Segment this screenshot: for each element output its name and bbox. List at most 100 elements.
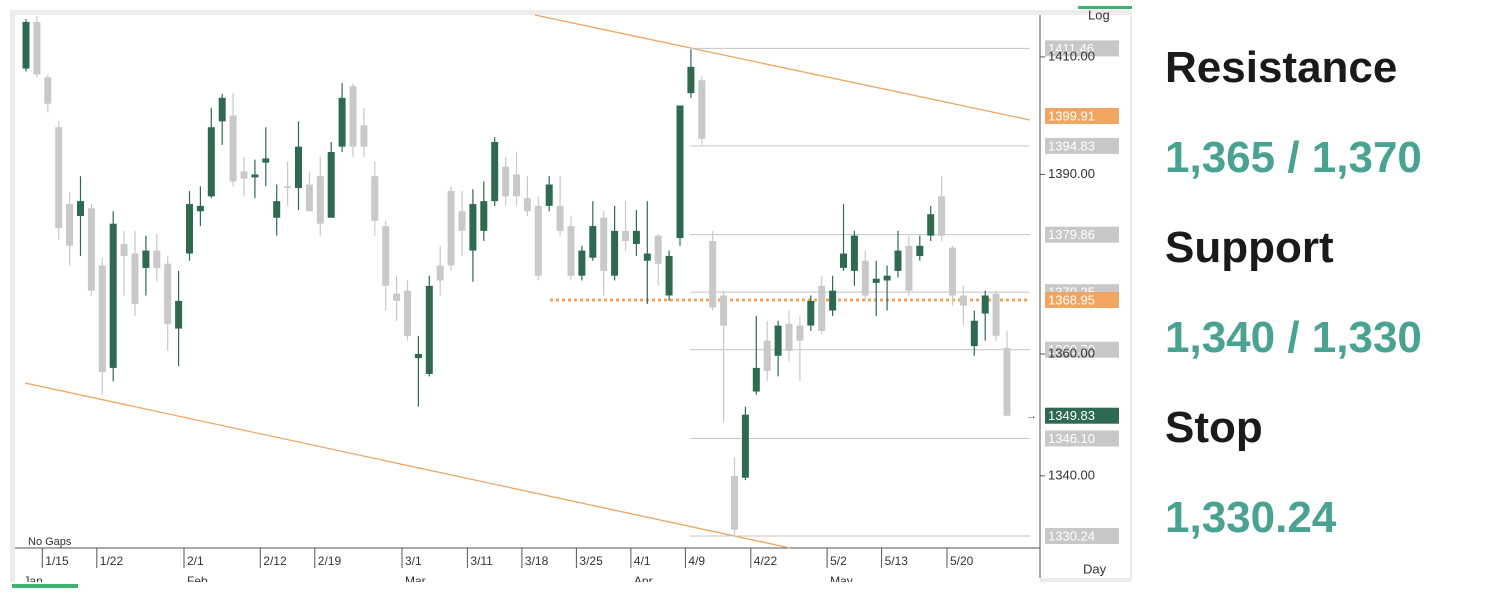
panel-value: 1,365 / 1,370 bbox=[1165, 133, 1422, 182]
level-tag-label: 1394.83 bbox=[1048, 138, 1095, 153]
candle-body bbox=[981, 295, 989, 314]
x-tick-label: 2/12 bbox=[263, 554, 287, 568]
level-tag bbox=[1045, 341, 1119, 358]
candle-body bbox=[284, 186, 292, 189]
x-axis-title: Day bbox=[1083, 561, 1107, 576]
candle-body bbox=[872, 278, 880, 283]
candle-body bbox=[687, 66, 695, 94]
candle-body bbox=[33, 21, 41, 75]
candle-body bbox=[829, 290, 837, 311]
candle-body bbox=[327, 151, 335, 218]
x-tick-label: 5/13 bbox=[885, 554, 909, 568]
level-tag bbox=[1045, 430, 1119, 447]
candle-body bbox=[87, 208, 95, 291]
level-tag-label: 1349.83 bbox=[1048, 408, 1095, 423]
candle-body bbox=[741, 414, 749, 478]
panel-heading: Resistance bbox=[1165, 43, 1398, 92]
candle-body bbox=[55, 127, 63, 228]
level-tag-label: 1330.24 bbox=[1048, 528, 1095, 543]
price-arrow: → bbox=[1026, 410, 1037, 422]
candle-body bbox=[295, 146, 302, 189]
candle-body bbox=[458, 211, 466, 231]
level-tag bbox=[1045, 291, 1119, 308]
candle-body bbox=[109, 223, 117, 368]
x-tick-label: 4/22 bbox=[754, 554, 778, 568]
panel-value: 1,330.24 bbox=[1165, 493, 1337, 542]
x-tick-label: 5/2 bbox=[830, 554, 847, 568]
candles bbox=[22, 16, 1011, 537]
candle-body bbox=[360, 125, 368, 147]
x-tick-label: 5/20 bbox=[950, 554, 974, 568]
candle-body bbox=[959, 295, 967, 306]
level-tag-label: 1346.10 bbox=[1048, 431, 1095, 446]
candle-body bbox=[404, 290, 411, 336]
candle-body bbox=[513, 174, 520, 197]
candle-body bbox=[44, 77, 52, 104]
month-label: Jan bbox=[24, 574, 43, 588]
candle-body bbox=[382, 226, 390, 286]
x-tick-label: 3/11 bbox=[470, 554, 493, 568]
x-tick-label: 2/1 bbox=[187, 554, 204, 568]
trend-line bbox=[534, 14, 1031, 121]
candle-body bbox=[556, 205, 564, 231]
candle-body bbox=[262, 158, 270, 163]
y-tick-label: 1390.00 bbox=[1048, 166, 1095, 181]
candle-body bbox=[720, 295, 728, 326]
x-tick-label: 4/9 bbox=[688, 554, 705, 568]
candle-body bbox=[480, 201, 488, 231]
candle-body bbox=[938, 196, 946, 236]
level-tag-label: 1399.91 bbox=[1048, 108, 1095, 123]
candle-body bbox=[316, 176, 324, 224]
candle-body bbox=[240, 171, 248, 179]
candle-body bbox=[654, 235, 662, 264]
candle-body bbox=[632, 230, 640, 244]
candle-body bbox=[305, 184, 313, 212]
y-tick-label: 1360.00 bbox=[1048, 345, 1095, 360]
candle-body bbox=[665, 255, 673, 296]
level-tag bbox=[1045, 527, 1119, 544]
candle-body bbox=[207, 127, 215, 197]
accent-bar bbox=[1078, 6, 1132, 9]
candle-body bbox=[643, 253, 651, 261]
candle-body bbox=[534, 205, 542, 276]
x-axis-area bbox=[15, 548, 1040, 582]
level-tag bbox=[1045, 40, 1119, 57]
candle-body bbox=[77, 201, 84, 216]
candle-body bbox=[578, 250, 586, 276]
candle-body bbox=[818, 285, 826, 332]
candle-body bbox=[589, 226, 597, 258]
candle-body bbox=[611, 230, 619, 276]
panel-heading: Stop bbox=[1165, 403, 1263, 452]
accent-bar bbox=[12, 584, 78, 588]
month-label: Mar bbox=[405, 574, 426, 588]
trend-line bbox=[24, 382, 791, 549]
candle-body bbox=[131, 253, 139, 304]
scale-label: Log bbox=[1088, 7, 1110, 22]
candle-body bbox=[425, 285, 433, 374]
candle-body bbox=[883, 275, 891, 281]
candle-body bbox=[752, 367, 760, 392]
candle-body bbox=[796, 325, 804, 341]
month-label: Apr bbox=[634, 574, 653, 588]
candle-body bbox=[393, 293, 401, 301]
level-tag bbox=[1045, 407, 1119, 424]
level-tag bbox=[1045, 226, 1119, 243]
candle-body bbox=[1003, 347, 1011, 416]
x-tick-label: 3/18 bbox=[525, 554, 549, 568]
candle-body bbox=[186, 204, 193, 254]
candle-body bbox=[850, 235, 858, 271]
candle-body bbox=[676, 105, 684, 239]
candle-body bbox=[785, 323, 793, 351]
levels bbox=[550, 47, 1030, 537]
level-tag-label: 1360.70 bbox=[1048, 342, 1095, 357]
month-label: Feb bbox=[187, 574, 208, 588]
candle-body bbox=[349, 86, 357, 147]
candle-body bbox=[273, 201, 281, 218]
chart: Log No Gaps Day → 1411.46 1399.91 1394.83 1… bbox=[10, 6, 1132, 588]
level-tag-label: 1379.86 bbox=[1048, 227, 1095, 242]
level-tag bbox=[1045, 107, 1119, 124]
candle-body bbox=[98, 265, 106, 373]
x-tick-label: 1/15 bbox=[45, 554, 69, 568]
candle-body bbox=[600, 217, 608, 271]
